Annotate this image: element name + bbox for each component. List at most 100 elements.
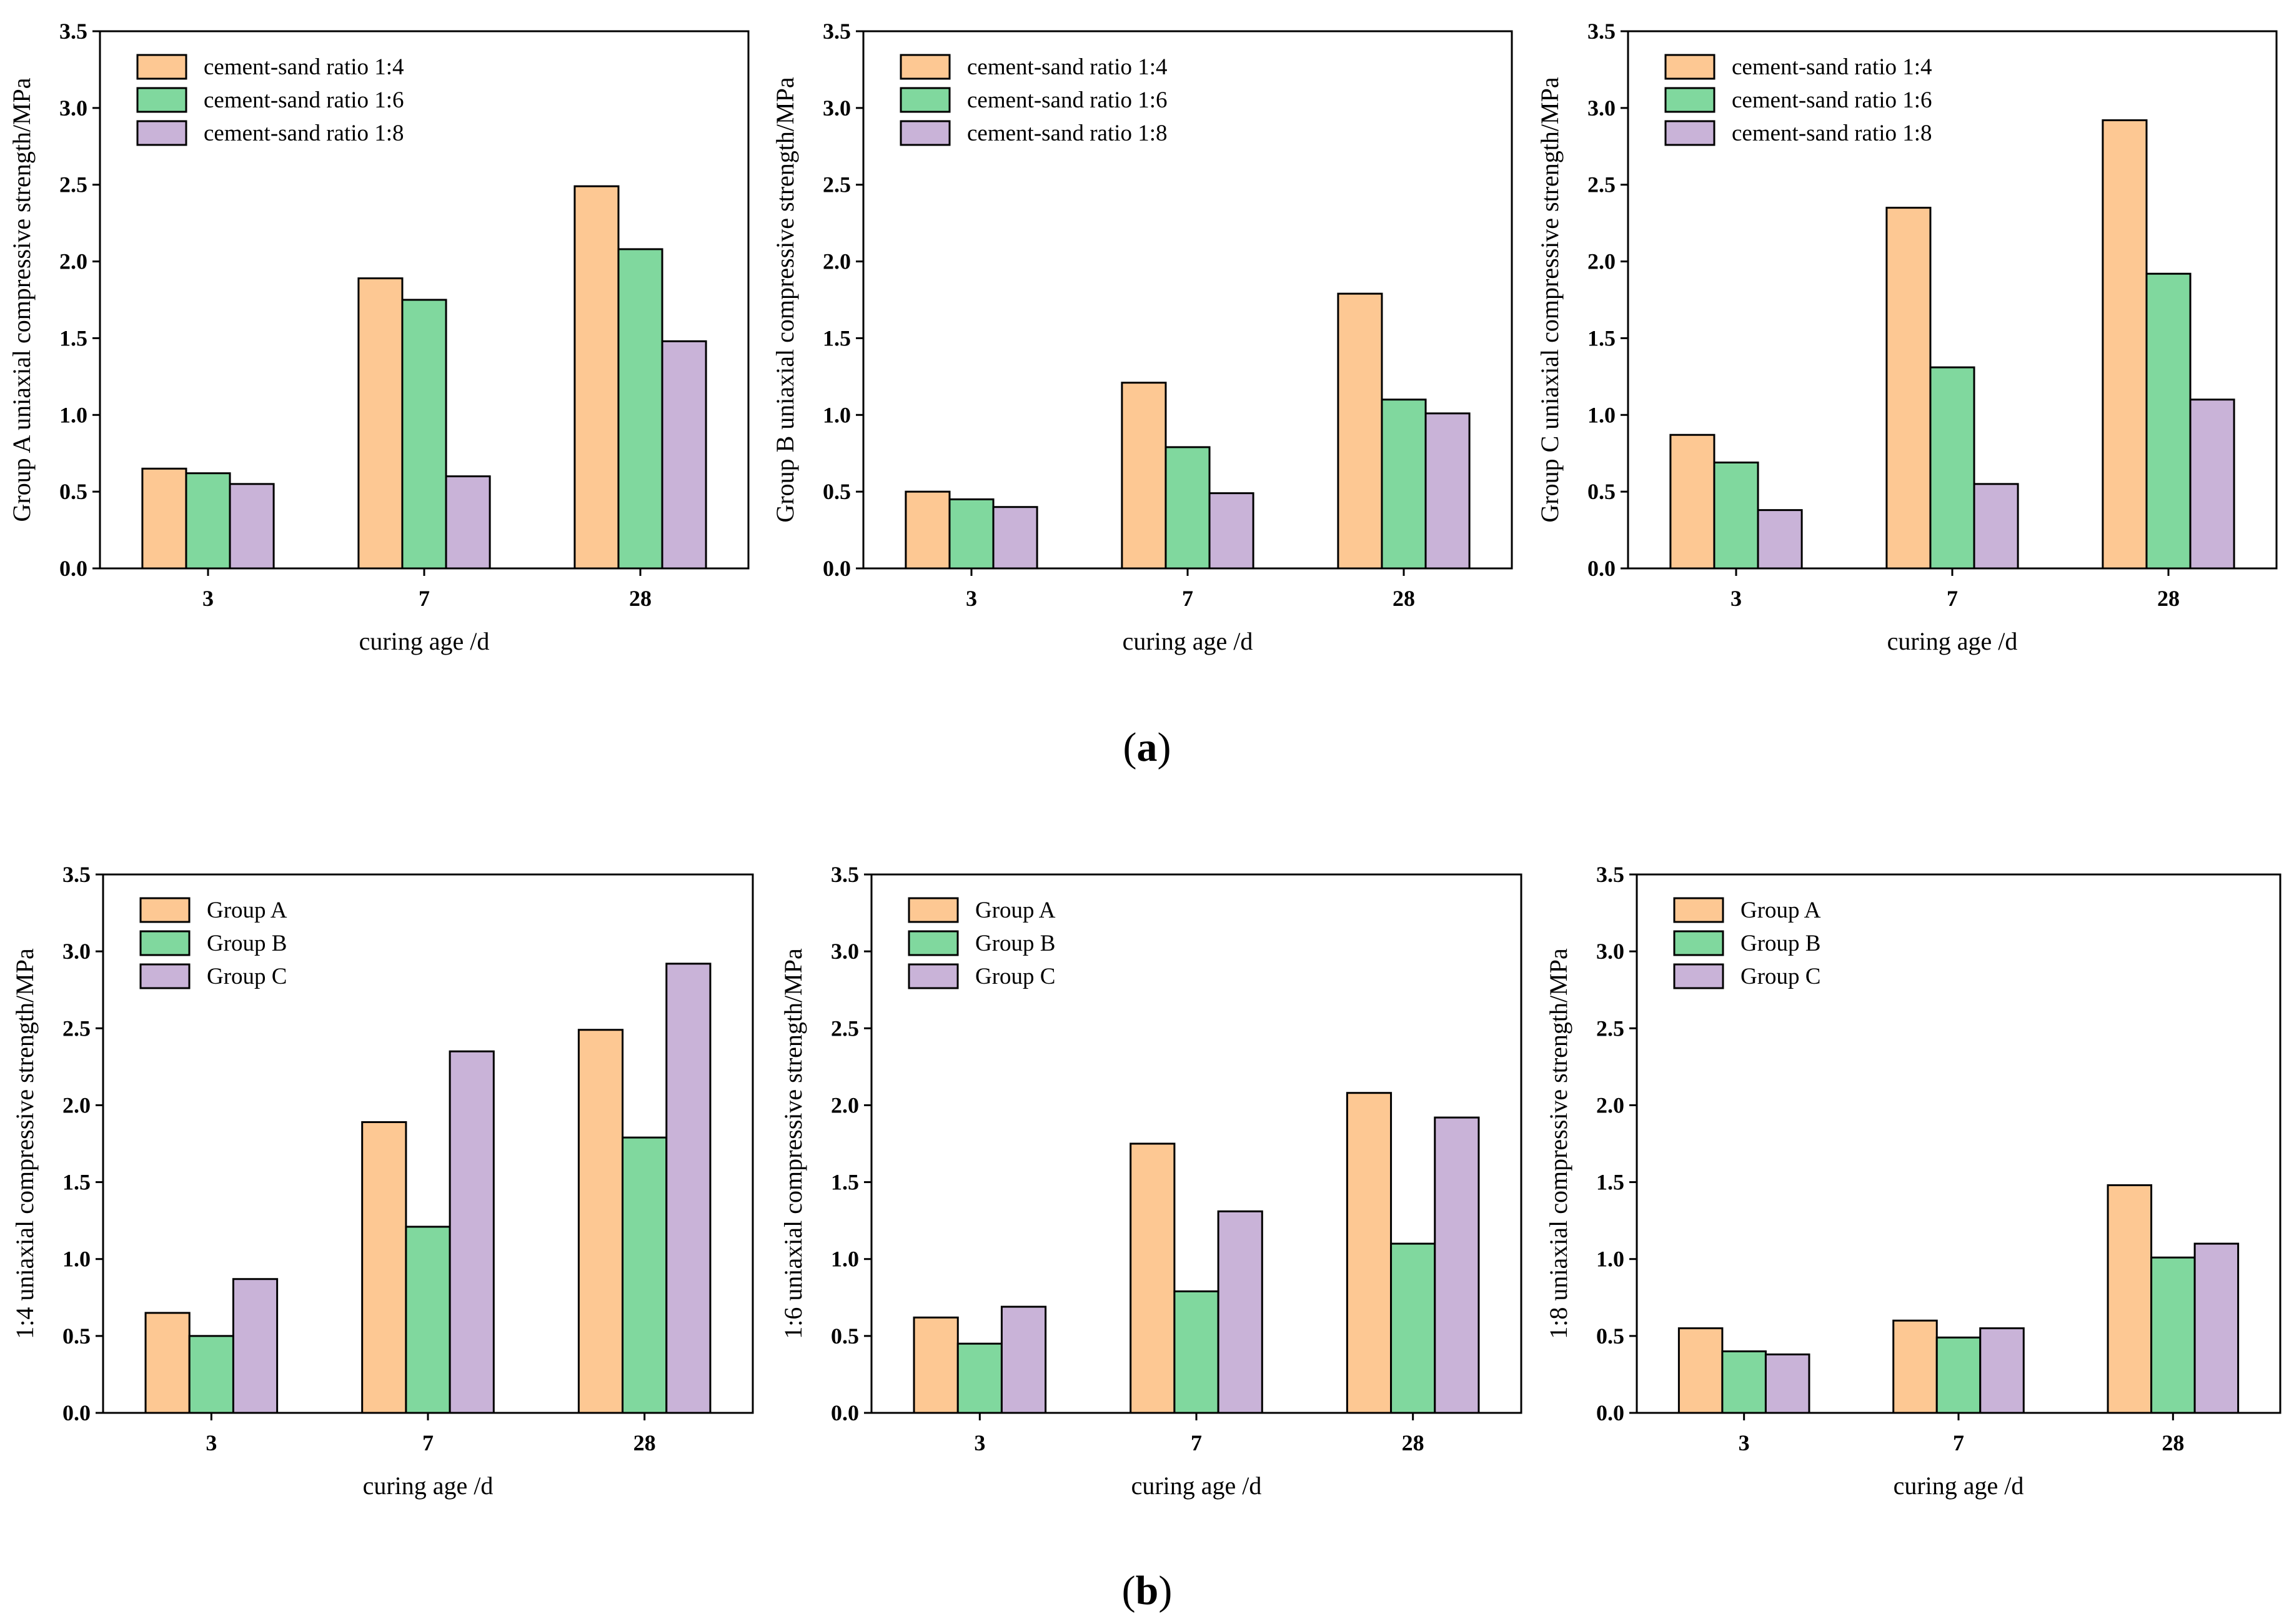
bar-purple-28 xyxy=(2193,1242,2240,1414)
bar-orange-3 xyxy=(141,467,187,570)
bar-orange-7 xyxy=(357,277,404,570)
bar-orange-7 xyxy=(1892,1319,1938,1414)
x-tick-label: 7 xyxy=(1182,586,1193,611)
chart-panel-2: 0.0 0.5 1.0 1.5 2.0 2.5 3.0 3.5 3 7 28 curing age /… xyxy=(771,19,1513,655)
y-tick-label: 3.5 xyxy=(1596,862,1624,887)
legend-swatch-orange xyxy=(136,54,187,80)
legend-swatch-green xyxy=(900,87,951,113)
chart-panel-4: 0.0 0.5 1.0 1.5 2.0 2.5 3.0 3.5 3 7 28 curing age /… xyxy=(11,862,754,1500)
y-tick-label: 3.0 xyxy=(62,939,91,964)
panel-label-b: (b) xyxy=(1122,1568,1173,1613)
y-tick-label: 0.0 xyxy=(59,556,87,581)
x-tick-label: 3 xyxy=(202,586,214,611)
y-tick-label: 2.0 xyxy=(823,249,851,274)
y-tick-label: 2.0 xyxy=(62,1092,91,1117)
x-tick-label: 28 xyxy=(1393,586,1415,611)
bar-orange-7 xyxy=(1121,382,1167,570)
bar-green-7 xyxy=(1929,366,1975,570)
x-tick-label: 7 xyxy=(419,586,430,611)
y-axis-label: Group A uniaxial compressive strength/MP… xyxy=(7,77,36,522)
legend-swatch-purple xyxy=(139,963,191,989)
x-tick-label: 7 xyxy=(1953,1430,1964,1455)
x-tick-label: 3 xyxy=(206,1430,217,1455)
bar-green-28 xyxy=(1390,1242,1436,1414)
y-tick-label: 0.5 xyxy=(59,479,87,504)
y-tick-label: 2.5 xyxy=(823,172,851,197)
bar-green-7 xyxy=(1173,1290,1219,1414)
y-tick-label: 0.5 xyxy=(823,479,851,504)
x-tick-label: 28 xyxy=(2162,1430,2184,1455)
y-tick-label: 1.0 xyxy=(62,1247,91,1272)
bar-purple-28 xyxy=(1424,412,1471,570)
bar-green-28 xyxy=(617,248,663,570)
bar-green-3 xyxy=(188,1335,234,1414)
legend-swatch-purple xyxy=(908,963,959,989)
legend-entry: cement-sand ratio 1:6 xyxy=(204,87,404,113)
y-axis-label: Group C uniaxial compressive strength/MP… xyxy=(1536,77,1564,522)
legend-swatch-orange xyxy=(1664,54,1716,80)
y-tick-label: 3.5 xyxy=(823,19,851,44)
bar-orange-3 xyxy=(905,490,951,570)
bar-purple-7 xyxy=(1208,492,1254,570)
x-tick-label: 28 xyxy=(633,1430,656,1455)
bar-purple-7 xyxy=(1973,483,2019,570)
bar-green-3 xyxy=(1713,461,1759,570)
legend-swatch-orange xyxy=(1673,897,1724,923)
y-axis-label: 1:6 uniaxial compressive strength/MPa xyxy=(779,948,807,1339)
y-tick-label: 2.5 xyxy=(831,1016,859,1041)
bar-green-3 xyxy=(956,1342,1003,1414)
y-tick-label: 3.0 xyxy=(823,96,851,121)
y-tick-label: 3.5 xyxy=(62,862,91,887)
charts-layer: 0.0 0.5 1.0 1.5 2.0 2.5 3.0 3.5 3 7 28 curing age /… xyxy=(7,19,2282,1500)
y-tick-label: 1.0 xyxy=(823,402,851,427)
legend-swatch-green xyxy=(1664,87,1716,113)
legend-entry: Group A xyxy=(975,898,1056,923)
y-axis-label: 1:8 uniaxial compressive strength/MPa xyxy=(1544,948,1572,1339)
legend-entry: cement-sand ratio 1:6 xyxy=(967,87,1168,113)
y-tick-label: 2.0 xyxy=(59,249,87,274)
bar-orange-28 xyxy=(1346,1092,1393,1414)
bar-purple-3 xyxy=(229,483,275,570)
y-tick-label: 2.5 xyxy=(1587,172,1616,197)
legend-entry: Group C xyxy=(1740,964,1820,989)
y-tick-label: 1.0 xyxy=(831,1247,859,1272)
bar-orange-3 xyxy=(913,1316,959,1414)
y-tick-label: 3.0 xyxy=(59,96,87,121)
x-tick-label: 7 xyxy=(1947,586,1958,611)
legend-entry: Group B xyxy=(975,931,1055,956)
bar-green-28 xyxy=(622,1136,668,1414)
chart-panel-3: 0.0 0.5 1.0 1.5 2.0 2.5 3.0 3.5 3 7 28 curing age /… xyxy=(1536,19,2278,655)
bar-orange-28 xyxy=(2107,1184,2153,1414)
legend-swatch-purple xyxy=(1673,963,1724,989)
bar-green-3 xyxy=(948,498,995,570)
bar-green-7 xyxy=(401,299,447,570)
bar-purple-28 xyxy=(665,963,712,1414)
legend-entry: cement-sand ratio 1:4 xyxy=(204,54,404,80)
bar-purple-3 xyxy=(992,506,1038,570)
bar-purple-3 xyxy=(1764,1353,1810,1414)
bar-green-28 xyxy=(2145,272,2192,570)
y-tick-label: 1.5 xyxy=(59,325,87,350)
bar-orange-28 xyxy=(574,185,620,570)
legend-swatch-green xyxy=(136,87,187,113)
y-tick-label: 2.0 xyxy=(1587,249,1616,274)
x-tick-label: 28 xyxy=(629,586,652,611)
legend-entry: Group A xyxy=(207,898,287,923)
y-tick-label: 2.5 xyxy=(1596,1016,1624,1041)
y-tick-label: 0.5 xyxy=(1596,1324,1624,1349)
x-tick-label: 28 xyxy=(1402,1430,1424,1455)
bar-orange-28 xyxy=(577,1029,624,1414)
y-tick-label: 2.0 xyxy=(831,1092,859,1117)
legend-entry: Group A xyxy=(1740,898,1821,923)
legend-swatch-purple xyxy=(1664,120,1716,146)
x-tick-label: 3 xyxy=(1739,1430,1750,1455)
x-axis-label: curing age /d xyxy=(1887,627,2018,655)
legend-entry: Group B xyxy=(1740,931,1820,956)
bar-purple-3 xyxy=(1757,509,1803,570)
y-axis-label: 1:4 uniaxial compressive strength/MPa xyxy=(11,948,39,1339)
bar-orange-3 xyxy=(1677,1327,1724,1414)
y-tick-label: 1.5 xyxy=(62,1170,91,1195)
y-axis-label: Group B uniaxial compressive strength/MP… xyxy=(771,77,799,522)
chart-panel-6: 0.0 0.5 1.0 1.5 2.0 2.5 3.0 3.5 3 7 28 curing age /… xyxy=(1544,862,2282,1500)
